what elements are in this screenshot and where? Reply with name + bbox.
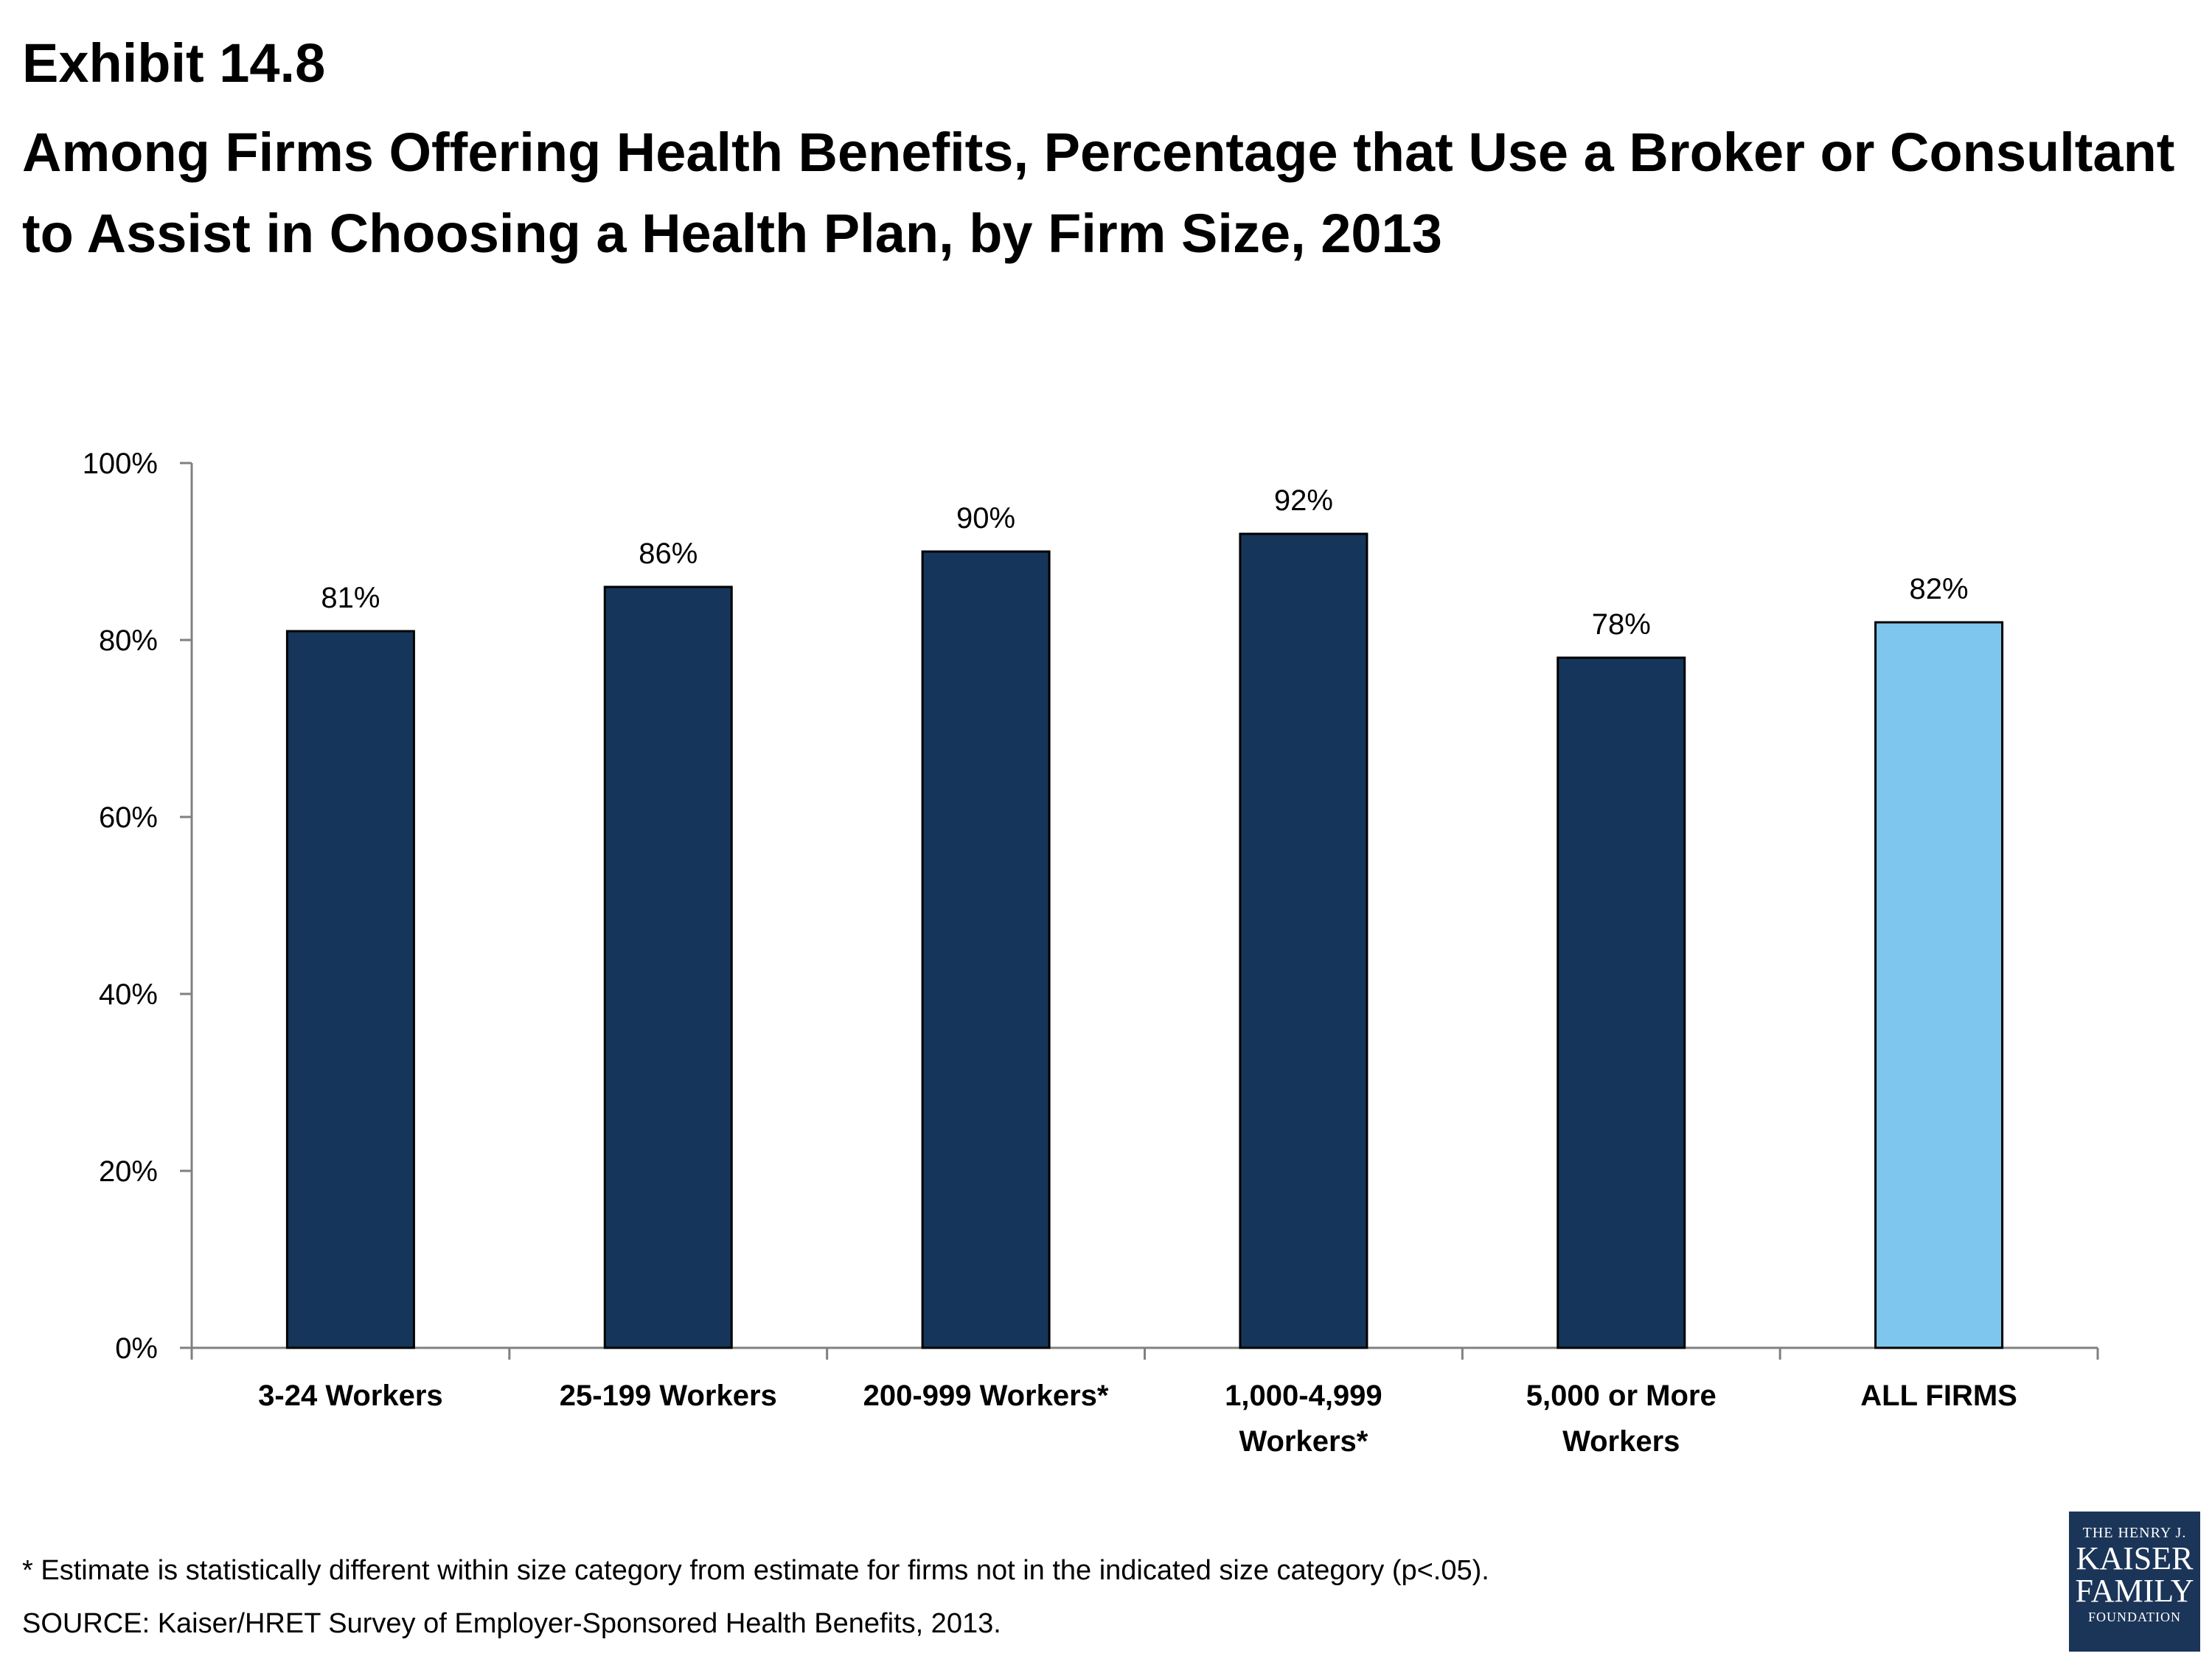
x-category-label-line: 25-199 Workers: [560, 1380, 777, 1412]
bar: [1239, 532, 1368, 1349]
bar: [603, 585, 733, 1349]
logo-line-4: FOUNDATION: [2088, 1610, 2181, 1624]
chart-title: Among Firms Offering Health Benefits, Pe…: [22, 122, 2175, 264]
x-category-label-line: Workers*: [1239, 1425, 1368, 1458]
y-tick-label: 0%: [115, 1332, 158, 1365]
x-category-label: 25-199 Workers: [560, 1380, 777, 1412]
x-category-label-line: 3-24 Workers: [258, 1380, 443, 1412]
y-tick-label: 80%: [99, 625, 158, 657]
source-note: SOURCE: Kaiser/HRET Survey of Employer-S…: [22, 1608, 1001, 1639]
exhibit-number: Exhibit 14.8: [22, 32, 326, 94]
bar: [921, 550, 1051, 1349]
x-category-label-line: 200-999 Workers*: [863, 1380, 1109, 1412]
logo-line-1: THE HENRY J.: [2082, 1525, 2187, 1541]
y-tick-label: 20%: [99, 1155, 158, 1188]
bar: [1874, 621, 2004, 1349]
y-tick-label: 60%: [99, 801, 158, 834]
x-category-label-line: 1,000-4,999: [1225, 1380, 1382, 1412]
x-category-label: 200-999 Workers*: [863, 1380, 1109, 1412]
data-label: 81%: [321, 582, 380, 614]
data-label: 92%: [1274, 484, 1333, 517]
x-category-label-line: 5,000 or More: [1526, 1380, 1717, 1412]
data-label: 90%: [956, 502, 1015, 535]
x-category-label: 1,000-4,999 Workers*: [1225, 1380, 1382, 1458]
logo-line-2: KAISER: [2076, 1540, 2194, 1576]
footnote: * Estimate is statistically different wi…: [22, 1555, 1489, 1586]
bar-chart: 0% 20% 40% 60% 80% 100% 81% 3-24 Workers 86% 25-1…: [83, 448, 2099, 1458]
data-label: 86%: [639, 538, 698, 570]
x-category-label: 5,000 or More Workers: [1526, 1380, 1717, 1458]
data-label: 78%: [1592, 608, 1651, 641]
x-category-label-line: ALL FIRMS: [1860, 1380, 2017, 1412]
kaiser-family-foundation-logo: THE HENRY J. KAISER FAMILY FOUNDATION: [2069, 1512, 2200, 1652]
x-category-label-line: Workers: [1562, 1425, 1680, 1458]
x-category-label: ALL FIRMS: [1860, 1380, 2017, 1412]
x-category-label: 3-24 Workers: [258, 1380, 443, 1412]
y-tick-label: 40%: [99, 978, 158, 1011]
logo-line-3: FAMILY: [2075, 1573, 2194, 1609]
bar: [285, 630, 415, 1349]
data-label: 82%: [1910, 573, 1969, 605]
bar: [1557, 656, 1686, 1349]
y-tick-label: 100%: [83, 448, 158, 480]
